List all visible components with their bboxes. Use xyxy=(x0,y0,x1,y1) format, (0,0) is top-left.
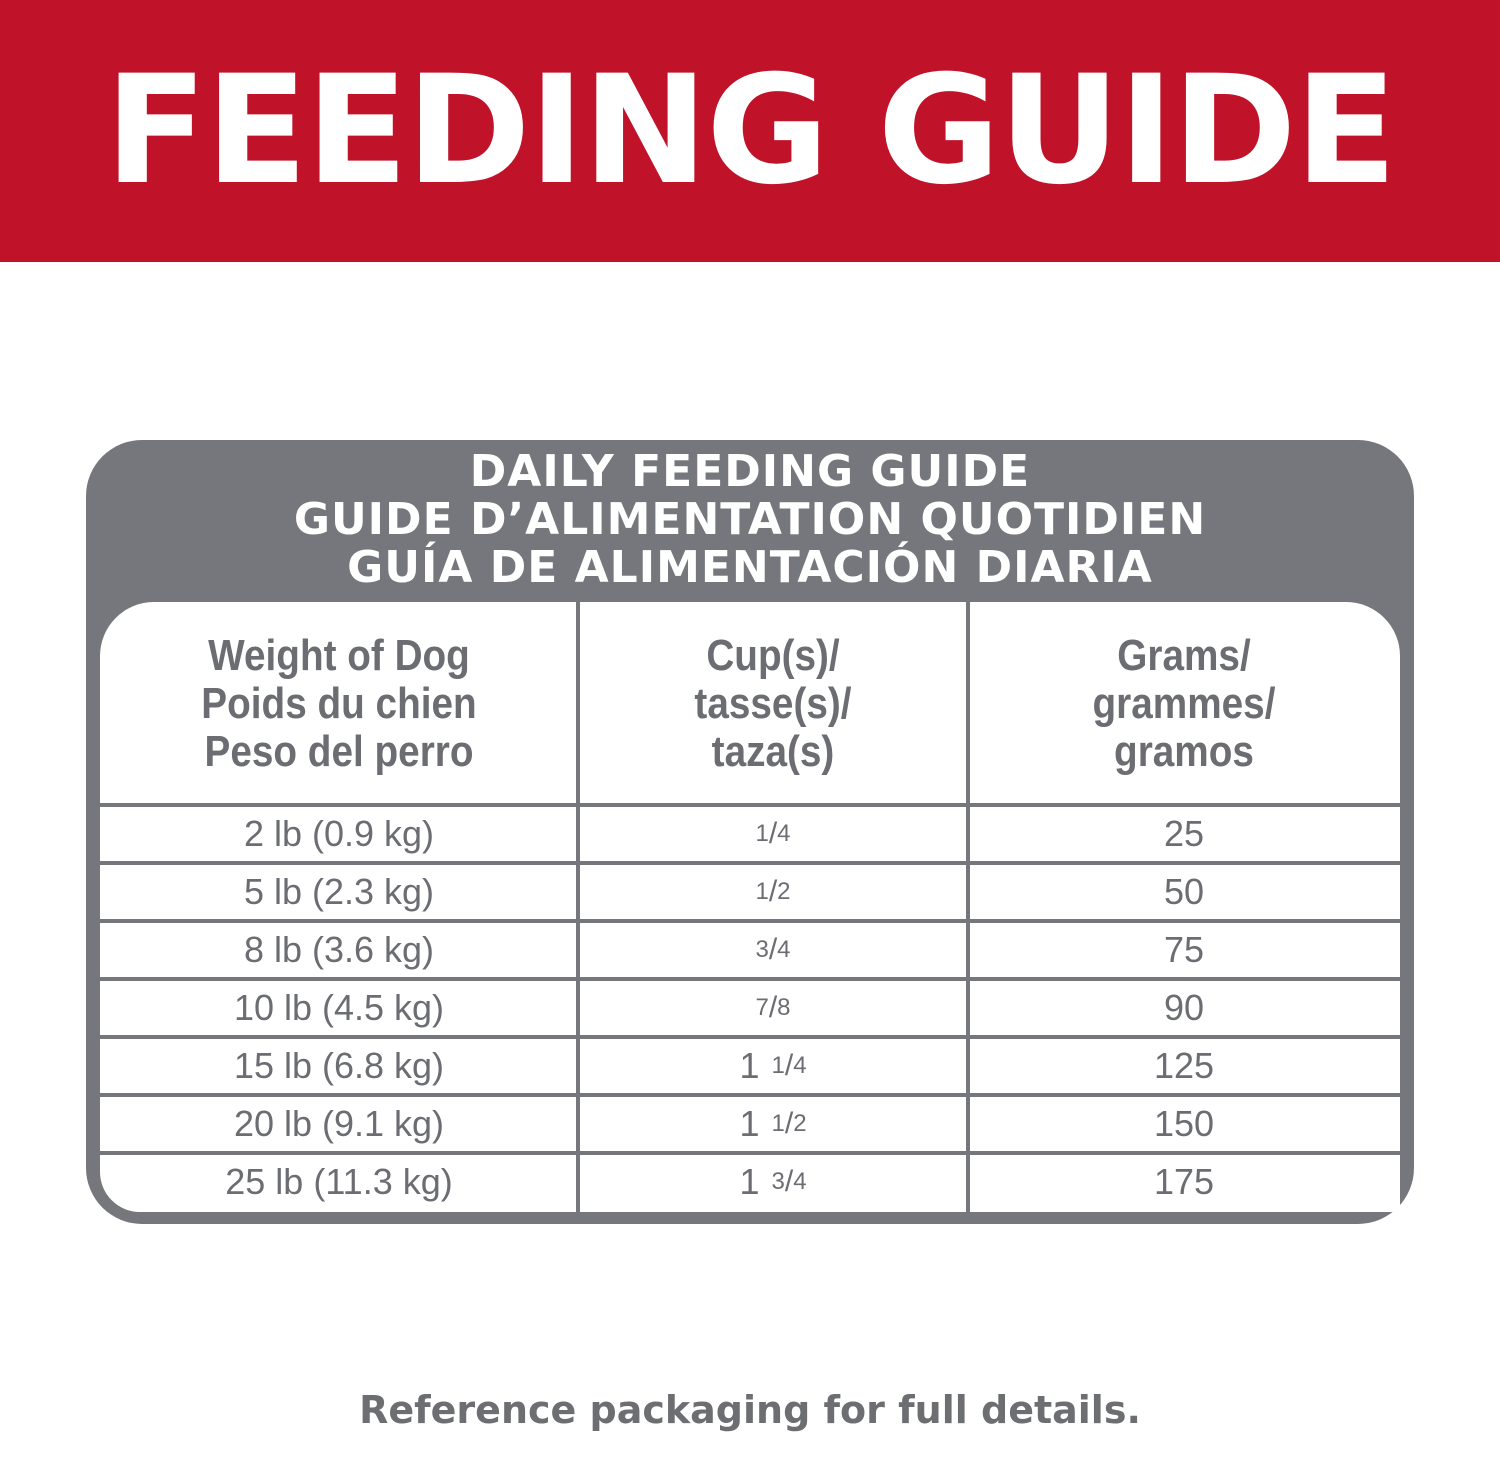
weight-cell: 15 lb (6.8 kg) xyxy=(233,1045,445,1086)
cups-denominator: 4 xyxy=(777,936,791,963)
weight-cell: 25 lb (11.3 kg) xyxy=(225,1161,453,1202)
cups-cell: 1/2 xyxy=(578,863,968,921)
header-line: Grams/ xyxy=(1117,630,1251,680)
fraction-slash: / xyxy=(768,817,778,850)
header-line: Poids du chien xyxy=(201,678,477,728)
grams-cell: 125 xyxy=(1153,1045,1215,1086)
grams-cell: 90 xyxy=(1163,987,1205,1028)
cups-numerator: 3 xyxy=(755,936,769,963)
grams-cell: 25 xyxy=(1163,813,1205,854)
header-line: tasse(s)/ xyxy=(694,678,852,728)
header-banner: FEEDING GUIDE xyxy=(0,0,1500,262)
grams-cell: 75 xyxy=(1163,929,1205,970)
header-line: gramos xyxy=(1114,726,1254,776)
cups-cell: 1/4 xyxy=(578,805,968,863)
fraction-slash: / xyxy=(768,875,778,908)
row-divider xyxy=(100,919,1400,923)
row-divider xyxy=(100,803,1400,807)
column-header-grams: Grams/grammes/gramos xyxy=(994,602,1374,805)
weight-cell: 10 lb (4.5 kg) xyxy=(233,987,445,1028)
feeding-table-panel: DAILY FEEDING GUIDE GUIDE D’ALIMENTATION… xyxy=(86,440,1414,1224)
cups-cell: 3/4 xyxy=(578,921,968,979)
footer-note: Reference packaging for full details. xyxy=(359,1388,1141,1432)
fraction-slash: / xyxy=(768,933,778,966)
feeding-table: Weight of Dog Poids du chien Peso del perr… xyxy=(100,602,1400,1212)
header-line: taza(s) xyxy=(711,726,835,776)
grams-cell: 175 xyxy=(1153,1161,1215,1202)
weight-cell: 8 lb (3.6 kg) xyxy=(243,929,435,970)
cups-numerator: 1 xyxy=(771,1052,785,1079)
header-line: Weight of Dog xyxy=(208,630,470,680)
row-divider xyxy=(100,1035,1400,1039)
header-line: grammes/ xyxy=(1092,678,1276,728)
cups-denominator: 8 xyxy=(777,994,791,1021)
fraction-slash: / xyxy=(768,991,778,1024)
fraction-slash: / xyxy=(784,1049,794,1082)
weight-cell: 5 lb (2.3 kg) xyxy=(243,871,435,912)
table-title-fr: GUIDE D’ALIMENTATION QUOTIDIEN xyxy=(293,494,1207,545)
row-divider xyxy=(100,861,1400,865)
table-title-es: GUÍA DE ALIMENTACIÓN DIARIA xyxy=(347,542,1153,593)
cups-cell: 1 3/4 xyxy=(578,1153,968,1211)
row-divider xyxy=(100,1093,1400,1097)
grams-cell: 50 xyxy=(1163,871,1205,912)
column-divider xyxy=(966,602,970,1212)
table-titles: DAILY FEEDING GUIDE GUIDE D’ALIMENTATION… xyxy=(86,448,1414,592)
header-line: Cup(s)/ xyxy=(706,630,840,680)
weight-cell: 20 lb (9.1 kg) xyxy=(233,1103,445,1144)
cups-cell: 7/8 xyxy=(578,979,968,1037)
cups-numerator: 3 xyxy=(771,1168,785,1195)
row-divider xyxy=(100,977,1400,981)
cups-cell: 1 1/4 xyxy=(578,1037,968,1095)
fraction-slash: / xyxy=(784,1107,794,1140)
cups-numerator: 7 xyxy=(755,994,769,1021)
header-line: Peso del perro xyxy=(204,726,474,776)
cups-denominator: 4 xyxy=(793,1052,807,1079)
cups-denominator: 2 xyxy=(793,1110,807,1137)
cups-numerator: 1 xyxy=(771,1110,785,1137)
column-header-weight: Weight of Dog Poids du chien Peso del perr… xyxy=(129,602,550,805)
cups-whole: 1 xyxy=(739,1045,760,1086)
cups-whole: 1 xyxy=(739,1161,760,1202)
column-header-cups: Cup(s)/tasse(s)/taza(s) xyxy=(601,602,944,805)
page-title: FEEDING GUIDE xyxy=(104,44,1397,218)
cups-denominator: 4 xyxy=(793,1168,807,1195)
grams-cell: 150 xyxy=(1153,1103,1215,1144)
cups-numerator: 1 xyxy=(755,878,769,905)
cups-whole: 1 xyxy=(739,1103,760,1144)
row-divider xyxy=(100,1151,1400,1155)
column-divider xyxy=(576,602,580,1212)
weight-cell: 2 lb (0.9 kg) xyxy=(243,813,435,854)
cups-denominator: 2 xyxy=(777,878,791,905)
cups-numerator: 1 xyxy=(755,820,769,847)
fraction-slash: / xyxy=(784,1165,794,1198)
table-title-en: DAILY FEEDING GUIDE xyxy=(469,446,1031,497)
cups-denominator: 4 xyxy=(777,820,791,847)
cups-cell: 1 1/2 xyxy=(578,1095,968,1153)
